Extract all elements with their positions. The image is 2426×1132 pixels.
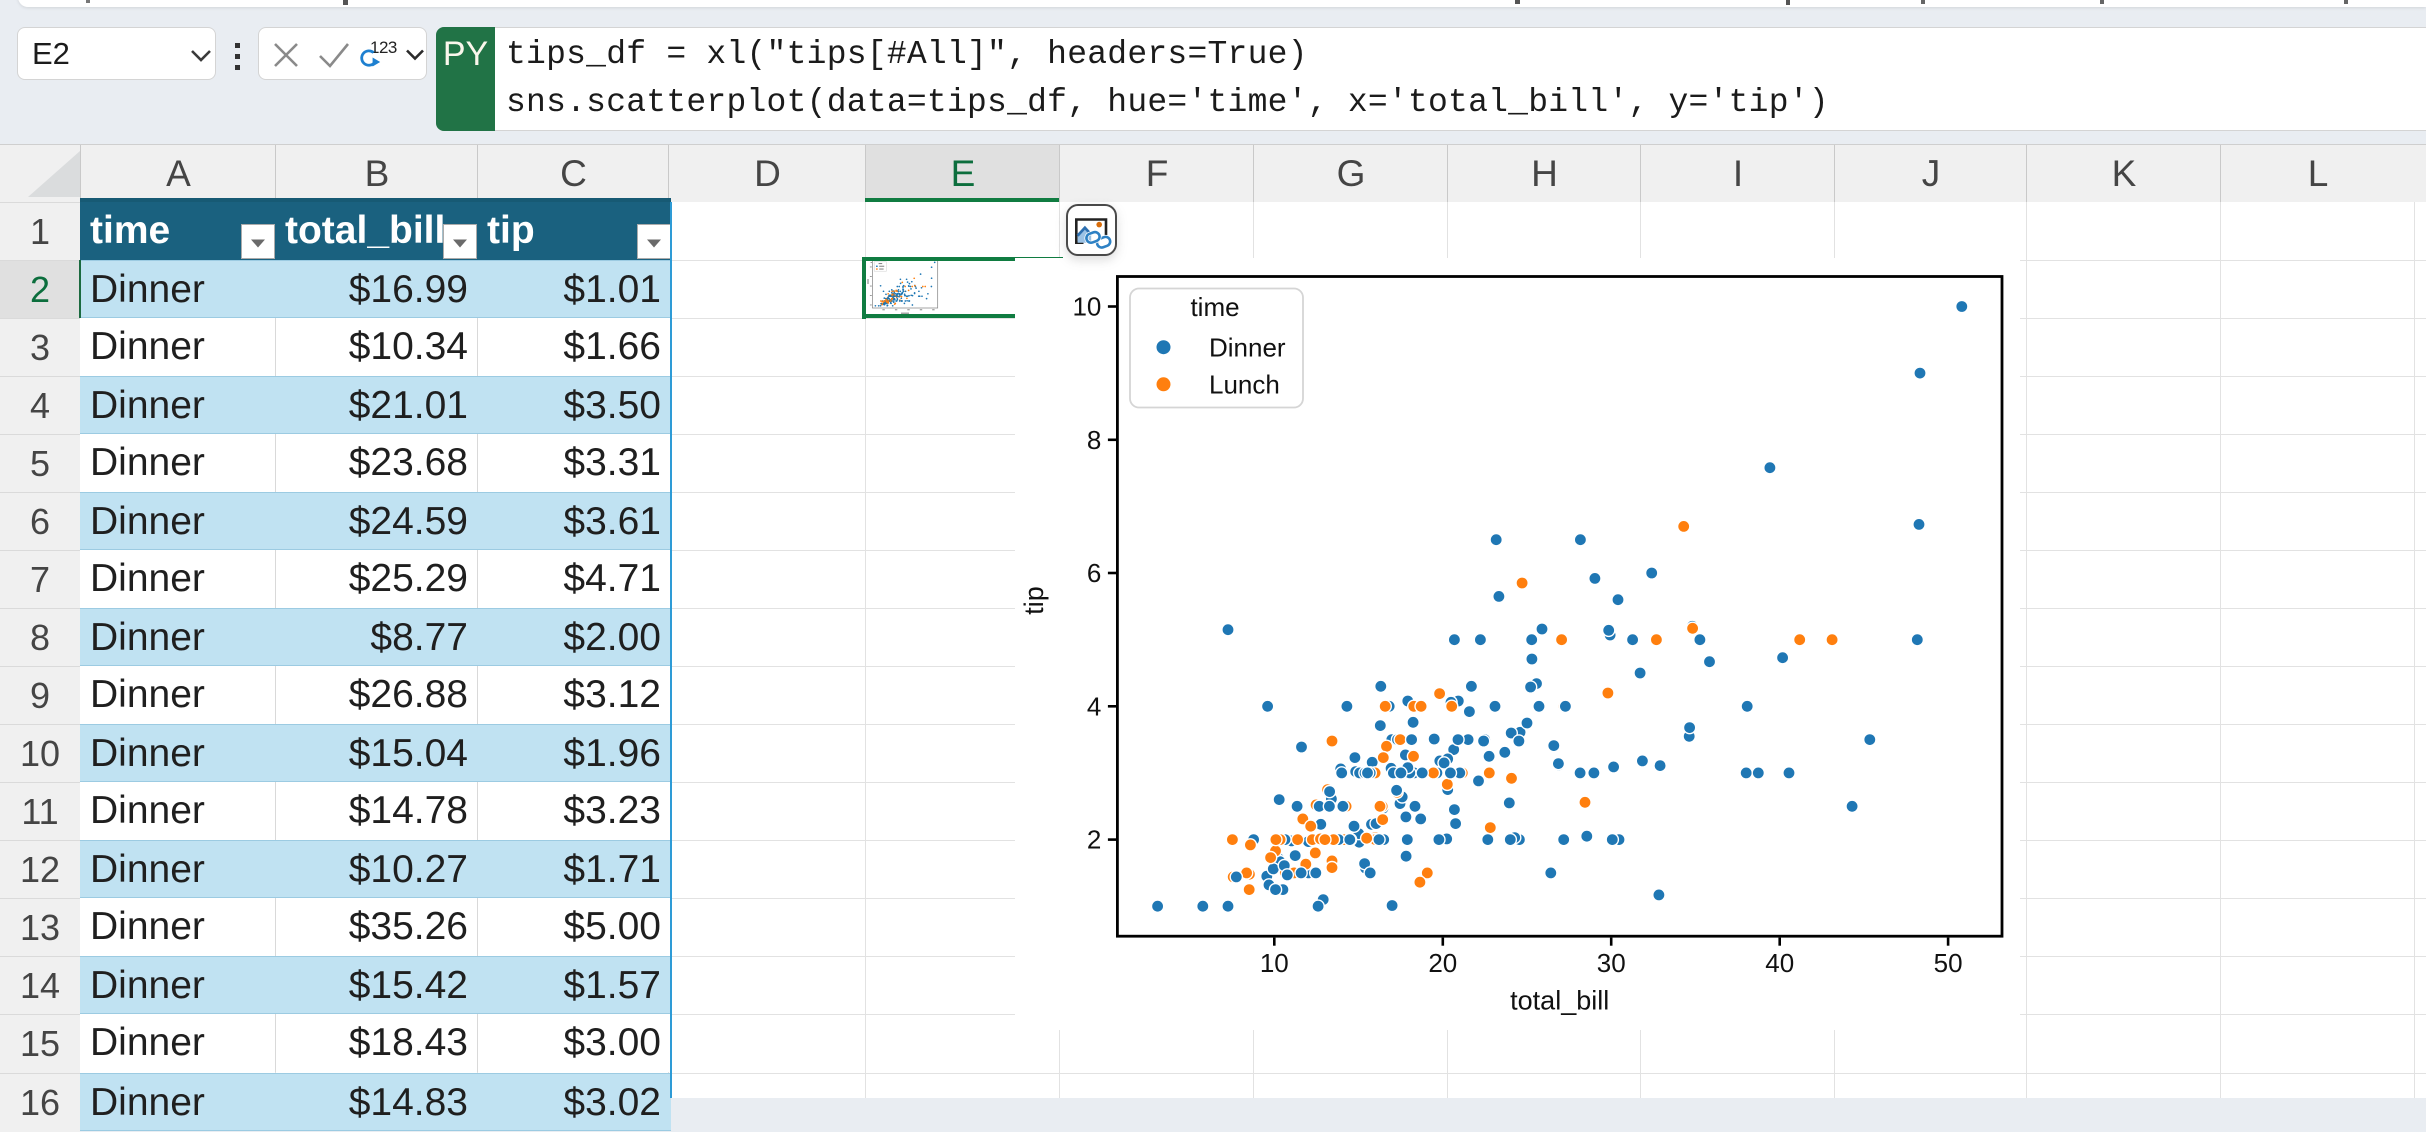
svg-text:20: 20 — [1428, 948, 1457, 978]
svg-text:8: 8 — [1087, 424, 1101, 454]
svg-text:Lunch: Lunch — [1209, 369, 1280, 399]
svg-text:tip: tip — [1019, 586, 1049, 615]
svg-text:30: 30 — [1597, 948, 1626, 978]
svg-text:Dinner: Dinner — [1209, 332, 1286, 362]
svg-text:50: 50 — [1934, 948, 1963, 978]
svg-text:10: 10 — [1072, 291, 1101, 321]
svg-text:2: 2 — [1087, 824, 1101, 854]
svg-text:6: 6 — [1087, 558, 1101, 588]
svg-text:time: time — [1190, 292, 1239, 322]
svg-text:4: 4 — [1087, 691, 1101, 721]
svg-text:40: 40 — [1765, 948, 1794, 978]
svg-text:10: 10 — [1260, 948, 1289, 978]
svg-text:total_bill: total_bill — [1510, 985, 1609, 1015]
